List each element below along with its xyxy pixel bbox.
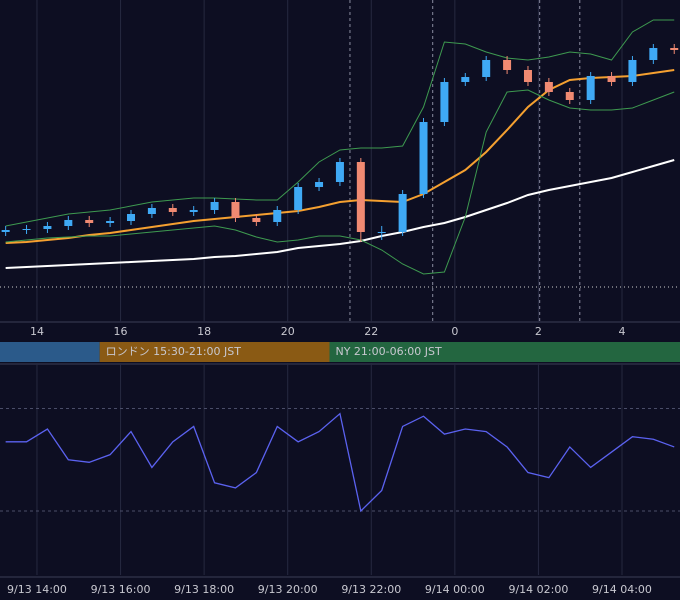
candle-body — [607, 76, 616, 82]
candle-body — [64, 220, 73, 226]
indicator-line — [5, 69, 675, 244]
candle-body — [628, 60, 637, 82]
x-tick-label: 14 — [30, 325, 44, 338]
candle-body — [106, 221, 115, 223]
candle-body — [356, 162, 365, 232]
session-label: ロンドン 15:30-21:00 JST — [106, 345, 242, 358]
candle-body — [565, 92, 574, 100]
candle-body — [43, 226, 52, 229]
candle-body — [1, 230, 10, 232]
session-label: NY 21:00-06:00 JST — [335, 345, 442, 358]
x-tick-label: 9/13 22:00 — [341, 583, 401, 596]
candle-body — [85, 220, 94, 223]
x-tick-label: 20 — [281, 325, 295, 338]
candle-body — [419, 122, 428, 194]
candle-body — [273, 210, 282, 222]
indicator-line — [5, 159, 675, 269]
candle-body — [649, 48, 658, 60]
candle-body — [231, 202, 240, 218]
x-tick-label: 16 — [114, 325, 128, 338]
candle-body — [377, 232, 386, 233]
candle-body — [189, 210, 198, 212]
x-tick-label: 9/14 02:00 — [508, 583, 568, 596]
session-band — [99, 342, 330, 362]
x-tick-label: 4 — [618, 325, 625, 338]
x-tick-label: 9/14 04:00 — [592, 583, 652, 596]
x-tick-label: 0 — [451, 325, 458, 338]
x-tick-label: 9/13 20:00 — [258, 583, 318, 596]
candle-body — [586, 76, 595, 100]
x-tick-label: 22 — [364, 325, 378, 338]
candle-body — [335, 162, 344, 182]
indicator-line — [5, 19, 675, 227]
x-tick-label: 9/13 16:00 — [91, 583, 151, 596]
x-tick-label: 9/13 18:00 — [174, 583, 234, 596]
session-band — [0, 342, 100, 362]
candle-body — [210, 202, 219, 210]
candle-body — [147, 208, 156, 214]
indicator-line — [5, 89, 675, 275]
candle-body — [523, 70, 532, 82]
candle-body — [482, 60, 491, 77]
session-band — [329, 342, 680, 362]
candle-body — [398, 194, 407, 232]
candle-body — [440, 82, 449, 122]
candle-body — [544, 82, 553, 92]
candle-body — [670, 48, 679, 50]
candle-body — [127, 214, 136, 221]
x-tick-label: 2 — [535, 325, 542, 338]
x-tick-label: 9/13 14:00 — [7, 583, 67, 596]
candle-body — [294, 187, 303, 210]
candle-body — [252, 218, 261, 222]
x-tick-label: 9/14 00:00 — [425, 583, 485, 596]
candle-body — [461, 77, 470, 82]
x-tick-label: 18 — [197, 325, 211, 338]
oscillator-line — [5, 412, 675, 513]
candle-body — [168, 208, 177, 212]
candle-body — [22, 229, 31, 230]
candle-body — [503, 60, 512, 70]
candle-body — [315, 182, 324, 187]
